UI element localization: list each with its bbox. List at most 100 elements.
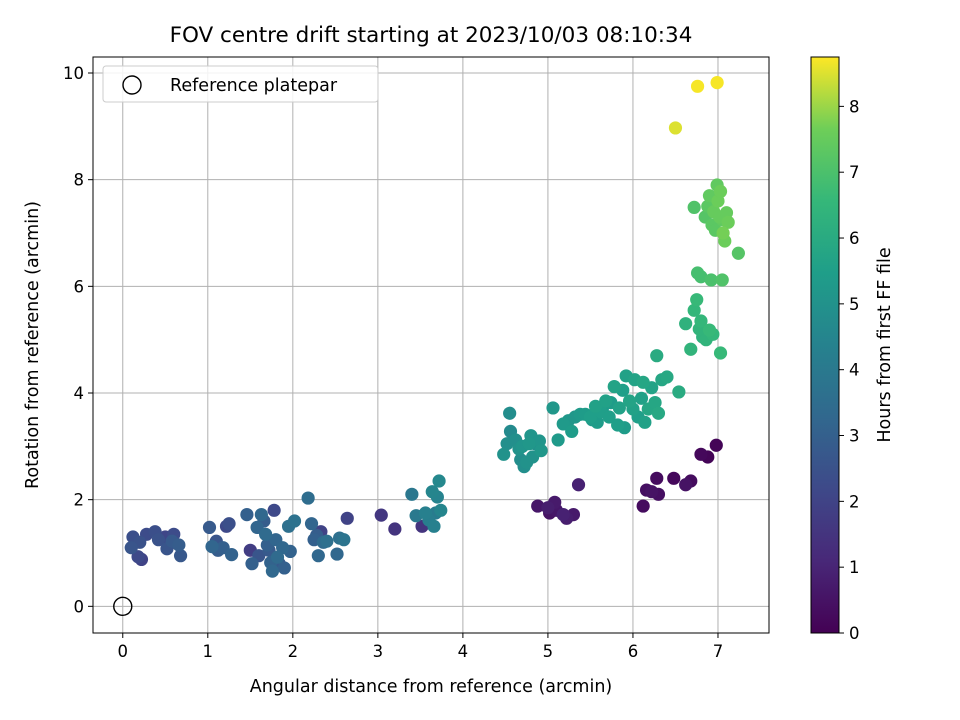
y-axis-label: Rotation from reference (arcmin) <box>23 201 43 489</box>
data-point <box>571 478 586 492</box>
y-tick-label: 4 <box>74 384 85 403</box>
x-tick-label: 0 <box>118 642 129 661</box>
data-point <box>612 401 626 415</box>
data-point <box>267 503 281 517</box>
data-point <box>337 533 351 547</box>
legend: Reference platepar <box>102 65 379 103</box>
data-point <box>607 380 621 394</box>
data-point <box>311 549 325 563</box>
data-point <box>522 437 536 451</box>
data-point <box>151 533 166 547</box>
data-point <box>648 396 662 410</box>
data-point <box>254 507 268 522</box>
data-point <box>277 561 291 575</box>
data-point <box>715 273 729 287</box>
colorbar-tick-label: 4 <box>849 361 860 380</box>
data-point <box>679 478 693 492</box>
data-point <box>405 487 419 501</box>
x-axis-label: Angular distance from reference (arcmin) <box>250 677 613 697</box>
reference-point-marker <box>113 596 133 617</box>
legend-marker <box>122 75 142 95</box>
data-point <box>205 540 219 554</box>
data-point <box>287 514 302 528</box>
data-point <box>687 303 701 317</box>
data-point <box>694 270 708 284</box>
colorbar-tick-label: 6 <box>849 229 860 248</box>
data-point <box>634 391 649 405</box>
data-point <box>388 522 402 536</box>
plot-frame <box>92 56 770 634</box>
grid-lines <box>93 57 769 633</box>
x-tick-label: 2 <box>288 642 299 661</box>
data-point <box>645 485 659 499</box>
x-tick-label: 5 <box>543 642 554 661</box>
data-point <box>222 517 236 531</box>
data-point <box>503 406 517 420</box>
data-point <box>304 517 319 531</box>
data-point <box>702 323 717 337</box>
legend-label: Reference platepar <box>170 76 338 96</box>
data-point <box>427 519 441 533</box>
data-point <box>425 485 439 499</box>
data-point <box>546 401 560 415</box>
y-tick-label: 8 <box>74 171 85 190</box>
data-point <box>432 474 446 488</box>
data-point <box>330 547 344 561</box>
data-point <box>667 471 681 485</box>
y-tick-label: 0 <box>74 597 85 616</box>
data-point <box>622 394 637 408</box>
data-point <box>551 433 565 447</box>
data-point <box>709 438 723 452</box>
colorbar-label: Hours from first FF file <box>875 247 895 442</box>
data-point <box>704 273 718 287</box>
data-point <box>651 406 666 420</box>
data-point <box>690 79 705 93</box>
data-point <box>202 520 217 535</box>
data-point <box>694 447 708 461</box>
data-point <box>713 184 728 198</box>
data-point <box>172 538 186 552</box>
colorbar-tick-label: 1 <box>849 558 860 577</box>
x-tick-label: 6 <box>628 642 639 661</box>
colorbar-tick-label: 3 <box>849 427 860 446</box>
data-point <box>556 507 570 522</box>
y-axis-ticks: 0 2 4 6 8 10 <box>63 64 93 616</box>
x-tick-label: 1 <box>203 642 214 661</box>
data-point <box>245 557 259 571</box>
data-point <box>690 293 704 307</box>
data-point <box>602 410 616 424</box>
data-point <box>672 385 686 399</box>
data-point <box>320 534 334 548</box>
colorbar-ticks: 0 1 2 3 4 5 6 7 8 <box>839 97 860 643</box>
data-point <box>588 399 603 413</box>
data-point <box>599 394 613 408</box>
data-point <box>710 76 724 90</box>
data-point <box>611 418 625 432</box>
data-point <box>636 499 650 513</box>
data-point <box>660 370 674 384</box>
colorbar-tick-label: 2 <box>849 492 860 511</box>
data-point <box>265 564 280 578</box>
data-point <box>225 548 239 562</box>
data-point <box>636 375 650 389</box>
data-point <box>497 447 511 461</box>
data-point <box>259 527 273 541</box>
data-point <box>650 349 664 363</box>
data-point <box>173 549 188 563</box>
chart-title: FOV centre drift starting at 2023/10/03 … <box>170 23 693 48</box>
data-point <box>340 511 354 525</box>
data-point <box>565 424 579 438</box>
y-tick-label: 6 <box>74 277 85 296</box>
data-point <box>638 415 652 429</box>
data-point <box>679 317 693 331</box>
data-point <box>556 417 570 431</box>
data-point <box>716 226 730 240</box>
data-point <box>687 200 701 214</box>
colorbar-tick-label: 7 <box>849 163 860 182</box>
data-point <box>583 410 598 424</box>
data-point <box>534 444 548 458</box>
y-tick-label: 2 <box>74 491 85 510</box>
colorbar-tick-label: 5 <box>849 295 860 314</box>
data-point <box>270 550 285 564</box>
